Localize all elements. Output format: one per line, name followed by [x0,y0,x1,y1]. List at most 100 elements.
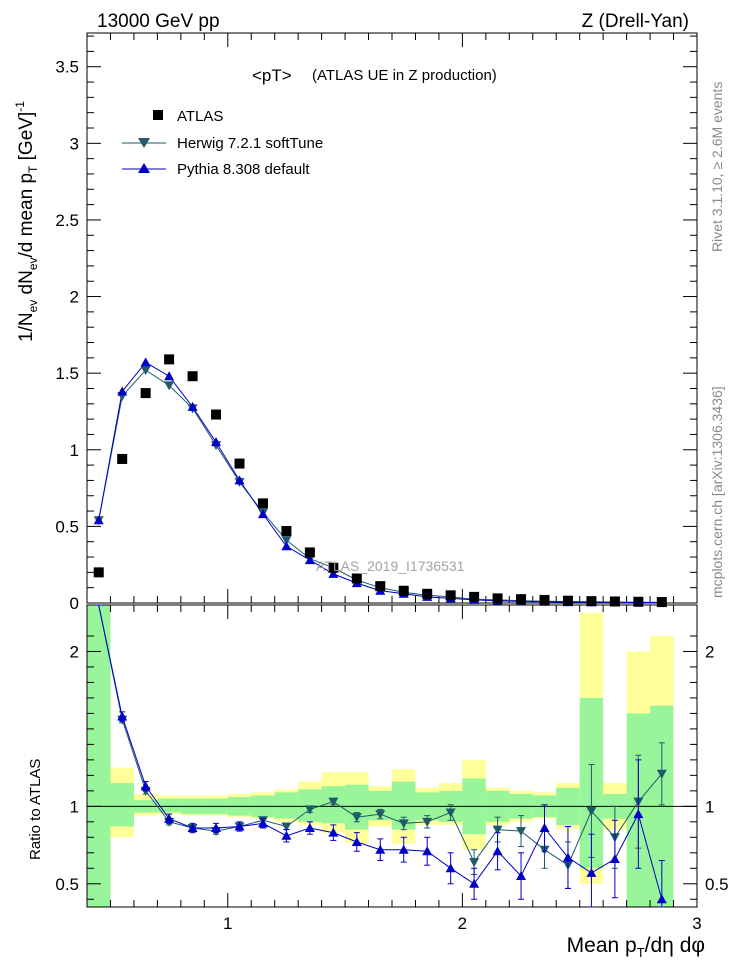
herwig-ratio-marker [492,825,503,835]
atlas-marker [117,453,128,464]
herwig-ratio-marker [351,813,362,823]
main-panel: 0 0.5 1 1.5 2 2.5 3 3.5 [55,32,698,613]
legend-herwig-marker [138,138,150,148]
band-inner-bin [392,781,416,830]
herwig-ratio-marker [445,808,456,818]
ratio-y-tick-label-right: 2 [705,642,714,661]
ratio-y-axis-title: Ratio to ATLAS [27,759,44,860]
herwig-ratio-marker [304,805,315,815]
herwig-ratio-marker [516,827,527,837]
herwig-ratio-marker [469,858,480,868]
herwig-marker [281,536,292,546]
atlas-marker [562,595,573,606]
herwig-ratio-marker [656,769,667,779]
herwig-ratio-marker [398,819,409,829]
pythia-ratio-marker [304,823,315,833]
ratio-frame [86,604,698,908]
main-y-tick-label: 1 [70,441,79,460]
atlas-marker [469,591,480,602]
pythia-ratio-marker [562,852,573,862]
pythia-ratio-marker [281,830,292,840]
atlas-marker [492,593,503,604]
main-y-tick-label: 2 [70,288,79,307]
pythia-ratio-marker [539,823,550,833]
main-y-tick-label: 2.5 [55,211,79,230]
pythia-marker [164,371,175,381]
pythia-marker [93,515,104,525]
main-y-tick-label: 0.5 [55,517,79,536]
pythia-ratio-marker [117,711,128,721]
main-y-tick-label: 0 [70,594,79,613]
pythia-ratio-marker [211,823,222,833]
pythia-marker [117,386,128,396]
side-text-mcplots: mcplots.cern.ch [arXiv:1306.3436] [709,386,725,598]
atlas-marker [586,596,597,607]
atlas-marker [656,597,667,608]
atlas-marker [539,594,550,605]
x-axis-title: Mean pT/dη dφ [567,934,705,960]
main-y-tick-label: 3 [70,134,79,153]
band-inner-bin [274,792,299,819]
atlas-marker [304,547,315,558]
ratio-y-tick-label: 0.5 [55,875,79,894]
x-tick-label: 1 [223,914,232,933]
pythia-ratio-marker [187,823,198,833]
herwig-ratio-marker [422,817,433,827]
atlas-marker [140,388,151,399]
plot-title: <pT> [252,66,292,85]
herwig-ratio-marker [586,806,597,816]
svg-text:Mean pT/dη dφ: Mean pT/dη dφ [567,934,705,960]
pythia-ratio-marker [609,853,620,863]
pythia-ratio-marker [633,809,644,819]
pythia-ratio-marker [492,846,503,856]
herwig-marker [140,366,151,376]
band-inner-bin [87,605,111,907]
pythia-ratio-marker [234,821,245,831]
legend-pythia-marker [138,163,150,173]
pythia-ratio-marker [398,844,409,854]
atlas-marker [164,354,175,365]
atlas-marker [257,498,268,509]
pythia-ratio-marker [257,818,268,828]
pythia-marker [304,555,315,565]
pythia-ratio-marker [328,827,339,837]
pythia-marker [281,541,292,551]
header-right: Z (Drell-Yan) [582,11,689,32]
atlas-marker [211,409,222,420]
ratio-y-tick-label: 2 [70,642,79,661]
watermark: ATLAS_2019_I1736531 [316,558,465,574]
atlas-marker [187,371,198,382]
pythia-marker [257,509,268,519]
pythia-ratio-marker [140,781,151,791]
band-inner-bin [157,798,181,813]
atlas-marker [281,525,292,536]
atlas-marker [633,596,644,607]
herwig-ratio-marker [328,797,339,807]
main-y-axis-title: 1/Nev dNev/d mean pT [GeV]-1 [13,101,40,342]
legend-atlas-label: ATLAS [177,108,223,125]
x-tick-label: 2 [458,914,467,933]
atlas-marker [609,596,620,607]
ratio-panel: 1 2 3 0.5 0.5 1 1 2 2 [55,604,729,933]
ratio-y-tick-label-right: 0.5 [705,875,729,894]
pythia-marker [234,475,245,485]
ratio-y-tick-label: 1 [70,797,79,816]
band-inner-bin [110,783,134,827]
side-text-rivet: Rivet 3.1.10, ≥ 2.6M events [709,82,725,252]
pythia-marker [187,401,198,411]
herwig-marker [164,381,175,391]
header-left: 13000 GeV pp [97,11,220,32]
atlas-marker [375,581,386,592]
atlas-marker [93,567,104,578]
atlas-marker [445,590,456,601]
main-y-tick-label: 3.5 [55,58,79,77]
atlas-marker [234,458,245,469]
herwig-ratio-marker [375,810,386,820]
atlas-marker [516,594,527,605]
plot-subtitle: (ATLAS UE in Z production) [312,67,497,84]
atlas-marker [398,585,409,596]
band-inner-bin [368,790,392,821]
atlas-marker [328,562,339,573]
pythia-ratio-marker [656,894,667,904]
